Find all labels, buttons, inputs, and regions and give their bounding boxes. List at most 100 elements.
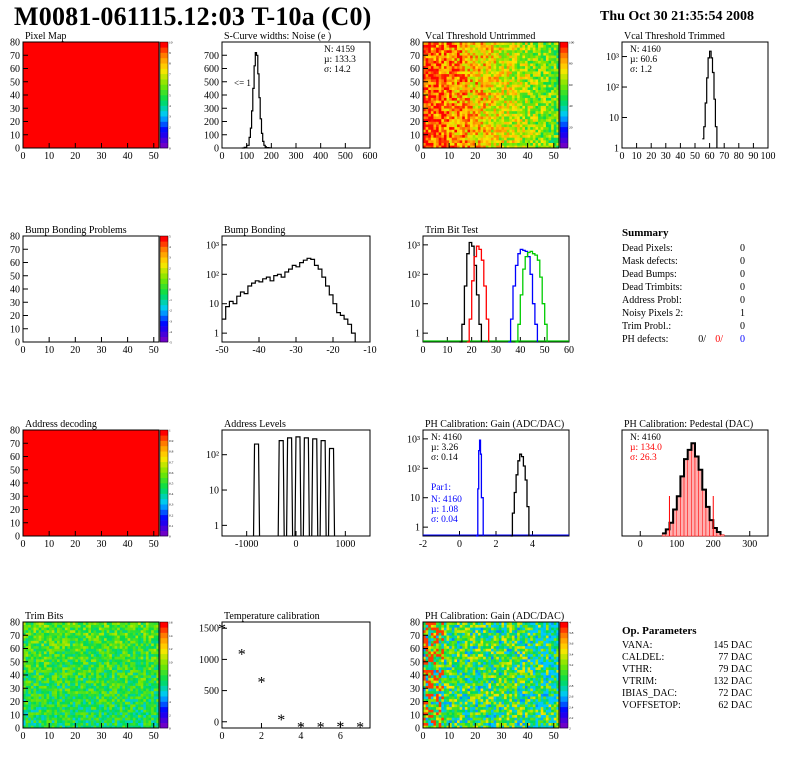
heatmap-cell — [93, 653, 97, 657]
heatmap-cell — [462, 137, 466, 141]
heatmap-cell — [423, 714, 426, 718]
heatmap-cell — [525, 55, 528, 59]
heatmap-cell — [138, 640, 141, 644]
heatmap-cell — [506, 102, 510, 106]
heatmap-cell — [140, 717, 144, 721]
heatmap-cell — [553, 95, 557, 98]
heatmap-cell — [430, 65, 434, 69]
heatmap-cell — [522, 121, 526, 125]
heatmap-cell — [70, 622, 73, 625]
heatmap-cell — [457, 57, 460, 61]
heatmap-cell — [67, 688, 71, 692]
heatmap-cell — [467, 52, 471, 56]
heatmap-cell — [428, 52, 432, 56]
heatmap-cell — [428, 648, 432, 652]
heatmap-cell — [38, 725, 42, 729]
heatmap-cell — [49, 659, 53, 663]
heatmap-cell — [77, 682, 81, 686]
heatmap-cell — [25, 637, 29, 641]
heatmap-cell — [517, 42, 521, 45]
palette-tick-label: 0.1 — [169, 524, 174, 528]
heatmap-cell — [117, 685, 121, 689]
heatmap-cell — [425, 712, 429, 716]
heatmap-cell — [151, 688, 155, 692]
heatmap-cell — [119, 667, 123, 670]
heatmap-cell — [530, 42, 534, 45]
heatmap-cell — [470, 110, 473, 114]
heatmap-cell — [436, 118, 439, 122]
y-tick-label: 80 — [10, 618, 20, 629]
palette-step — [560, 121, 568, 128]
heatmap-cell — [540, 65, 544, 69]
heatmap-cell — [36, 717, 39, 721]
heatmap-cell — [88, 624, 92, 628]
heatmap-cell — [454, 95, 458, 98]
stat-text: µ: 134.0 — [630, 443, 662, 453]
heatmap-cell — [93, 701, 97, 705]
heatmap-cell — [457, 65, 460, 69]
heatmap-cell — [46, 643, 50, 647]
heatmap-cell — [23, 693, 26, 697]
heatmap-cell — [98, 717, 102, 721]
heatmap-cell — [85, 669, 89, 673]
summary-title: Summary — [622, 227, 669, 239]
heatmap-cell — [430, 52, 434, 56]
heatmap-cell — [111, 664, 115, 668]
heatmap-cell — [551, 121, 555, 125]
heatmap-cell — [57, 648, 60, 652]
palette-step — [160, 430, 168, 436]
y-tick-label: 60 — [410, 64, 420, 75]
heatmap-cell — [125, 669, 128, 673]
heatmap-cell — [140, 643, 144, 647]
heatmap-cell — [117, 690, 121, 694]
heatmap-cell — [548, 132, 552, 136]
heatmap-cell — [498, 87, 502, 90]
heatmap-cell — [140, 667, 144, 670]
heatmap-cell — [25, 706, 29, 710]
heatmap-cell — [77, 645, 81, 649]
heatmap-cell — [77, 624, 81, 628]
heatmap-cell — [530, 145, 534, 149]
heatmap-cell — [543, 81, 547, 85]
heatmap-cell — [501, 57, 505, 61]
heatmap-cell — [430, 661, 434, 665]
heatmap-cell — [423, 49, 426, 53]
heatmap-cell — [470, 55, 473, 59]
heatmap-cell — [423, 42, 426, 45]
heatmap-cell — [517, 52, 521, 56]
heatmap-cell — [480, 55, 484, 59]
heatmap-cell — [96, 682, 100, 686]
heatmap-cell — [140, 645, 144, 649]
heatmap-cell — [93, 675, 97, 678]
heatmap-cell — [470, 49, 473, 53]
heatmap-cell — [106, 624, 110, 628]
heatmap-cell — [153, 722, 157, 726]
heatmap-cell — [548, 84, 552, 88]
heatmap-cell — [504, 100, 507, 104]
heatmap-cell — [488, 73, 492, 77]
y-tick-label: 40 — [410, 91, 420, 102]
heatmap-cell — [111, 722, 115, 726]
heatmap-cell — [88, 640, 92, 644]
heatmap-cell — [449, 76, 453, 80]
heatmap-cell — [156, 706, 160, 710]
heatmap-cell — [514, 140, 518, 143]
heatmap-cell — [509, 47, 513, 51]
palette-tick-label: 40 — [569, 104, 573, 108]
heatmap-cell — [519, 118, 523, 122]
heatmap-cell — [125, 725, 128, 729]
heatmap-cell — [423, 60, 426, 64]
heatmap-cell — [153, 653, 157, 657]
heatmap-cell — [480, 97, 484, 101]
heatmap-cell — [454, 92, 458, 96]
heatmap-cell — [119, 656, 123, 660]
heatmap-cell — [543, 49, 547, 53]
heatmap-cell — [127, 685, 131, 689]
heatmap-cell — [436, 76, 439, 80]
heatmap-cell — [64, 680, 68, 684]
heatmap-cell — [70, 688, 73, 692]
heatmap-cell — [119, 682, 123, 686]
heatmap-cell — [472, 44, 476, 48]
heatmap-cell — [525, 84, 528, 88]
y-tick-label: 10 — [410, 299, 420, 310]
